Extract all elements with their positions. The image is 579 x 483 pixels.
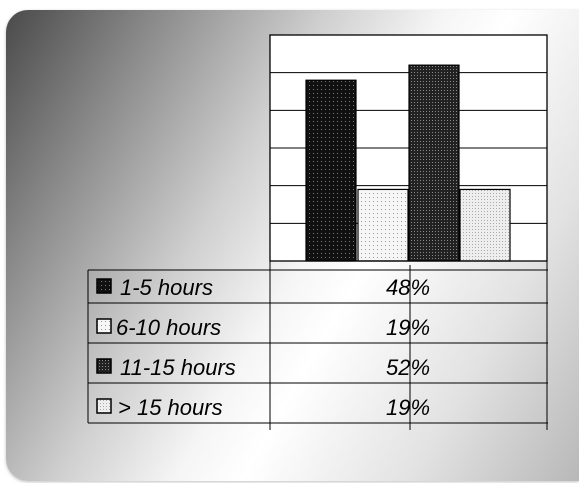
- legend-swatch-11-15-hours: [96, 358, 112, 374]
- legend-row: 11-15 hours 52%: [96, 355, 430, 380]
- legend-row: > 15 hours 19%: [96, 395, 430, 420]
- data-label-1-5-hours: 48%: [386, 275, 430, 300]
- plot-border: [269, 34, 548, 262]
- legend-swatch-6-10-hours: [96, 318, 112, 334]
- legend-row: 1-5 hours 48%: [96, 275, 430, 300]
- bar-over-15-hours: [459, 188, 511, 262]
- bars: [305, 64, 511, 262]
- legend: 1-5 hours 48% 6-10 hours 19% 11-15 hours…: [96, 275, 430, 420]
- bar-6-10-hours: [357, 188, 409, 262]
- bar-11-15-hours: [408, 64, 460, 262]
- data-label-11-15-hours: 52%: [386, 355, 430, 380]
- legend-row: 6-10 hours 19%: [96, 315, 430, 340]
- bar-1-5-hours: [305, 79, 357, 262]
- legend-label-11-15-hours: 11-15 hours: [120, 355, 236, 380]
- legend-label-6-10-hours: 6-10 hours: [116, 315, 221, 340]
- data-label-over-15-hours: 19%: [386, 395, 430, 420]
- legend-swatch-1-5-hours: [96, 278, 112, 294]
- legend-label-over-15-hours: > 15 hours: [118, 395, 223, 420]
- data-label-6-10-hours: 19%: [386, 315, 430, 340]
- legend-label-1-5-hours: 1-5 hours: [120, 275, 213, 300]
- data-table-grid: [87, 261, 548, 430]
- legend-swatch-over-15-hours: [96, 398, 112, 414]
